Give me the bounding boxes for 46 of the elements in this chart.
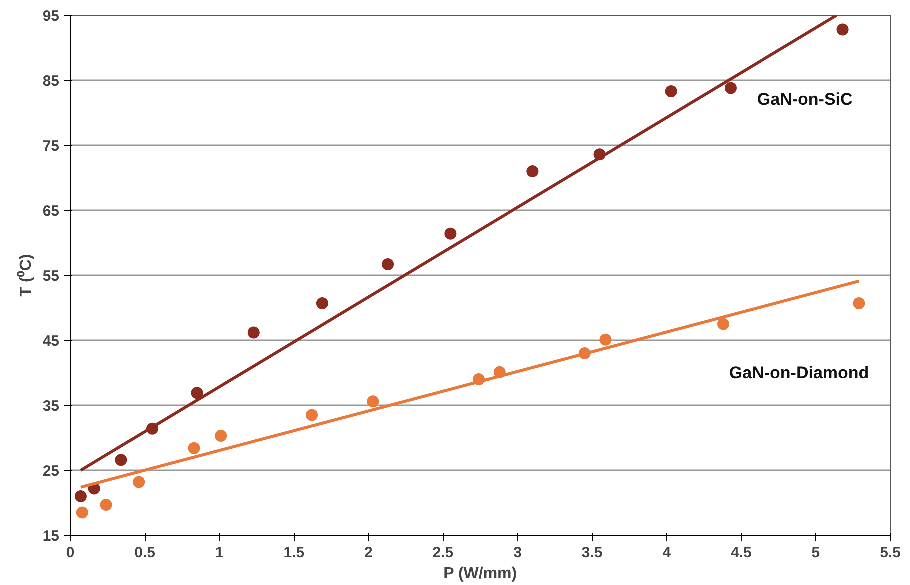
y-axis-title: T (⁰C) <box>16 254 35 297</box>
point <box>316 297 328 310</box>
point <box>76 506 88 519</box>
y-tick-label: 55 <box>42 268 60 285</box>
x-tick-label: 1 <box>215 544 224 562</box>
point <box>248 326 260 339</box>
x-tick-label: 0.5 <box>134 544 156 562</box>
x-tick-label: 3 <box>514 544 522 562</box>
y-tick-label: 85 <box>42 73 60 90</box>
x-tick-label: 0 <box>66 544 75 562</box>
y-tick-label: 25 <box>42 463 60 480</box>
point <box>188 442 200 454</box>
y-tick-label: 15 <box>42 528 60 545</box>
point <box>836 24 849 36</box>
point <box>853 297 866 310</box>
x-tick-label: 5 <box>812 544 820 562</box>
x-tick-label: 5.5 <box>880 544 901 562</box>
y-tick-label: 75 <box>42 138 60 155</box>
y-tick-label: 95 <box>42 8 60 25</box>
text: GaN-on-Diamond <box>729 363 870 382</box>
point <box>306 409 318 422</box>
point <box>382 258 394 270</box>
x-tick-label: 2.5 <box>432 544 454 562</box>
x-tick-label: 4.5 <box>730 544 752 562</box>
x-tick-label: 2 <box>364 544 373 562</box>
point <box>191 387 204 400</box>
point <box>215 430 228 442</box>
point <box>526 166 539 178</box>
y-tick-label: 65 <box>42 203 60 220</box>
point <box>74 490 87 502</box>
point <box>444 228 457 240</box>
point <box>724 82 737 94</box>
point <box>133 476 146 488</box>
point <box>718 318 730 330</box>
point <box>367 396 380 408</box>
point <box>115 454 128 466</box>
series-label: GaN-on-SiC <box>757 90 853 109</box>
x-axis-title: P (W/mm) <box>444 566 518 582</box>
point <box>665 86 678 98</box>
y-tick-label: 35 <box>42 398 60 415</box>
point <box>600 334 612 346</box>
x-tick-label: 3.5 <box>582 544 603 562</box>
x-tick-label: 1.5 <box>284 544 305 562</box>
y-tick-label: 45 <box>42 333 60 350</box>
point <box>100 498 112 511</box>
x-tick-label: 4 <box>662 544 672 562</box>
